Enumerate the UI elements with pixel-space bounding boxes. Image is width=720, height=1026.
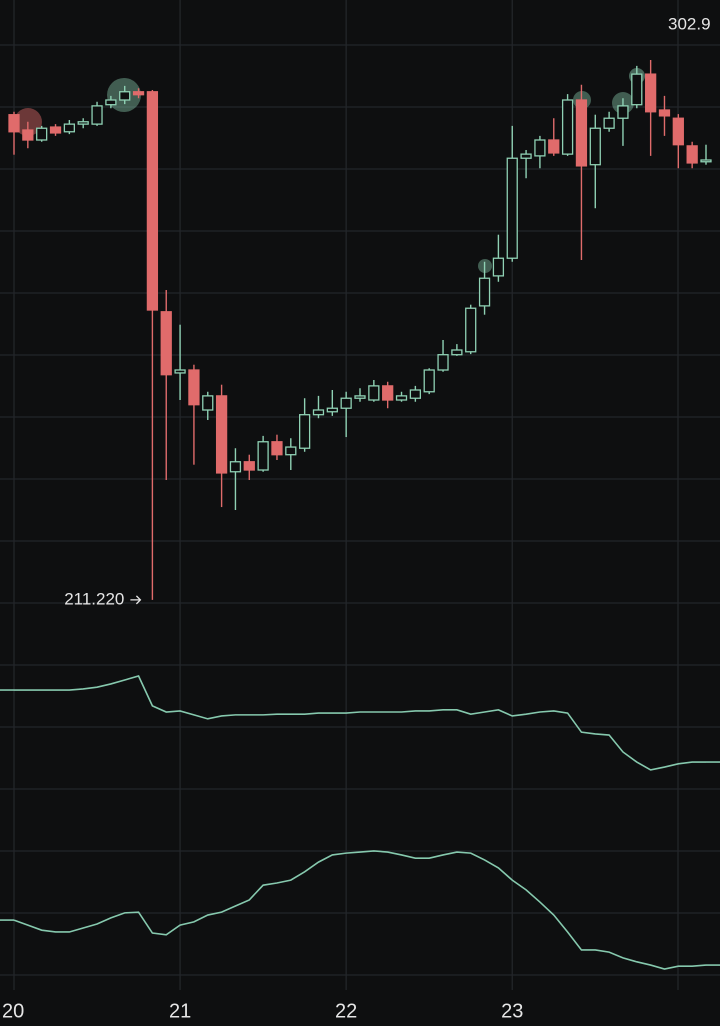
indicator-pane <box>0 675 720 970</box>
candle-body <box>603 117 615 129</box>
grid <box>0 0 720 990</box>
candle-body <box>243 461 255 471</box>
candle-body <box>22 129 34 141</box>
candle-body <box>299 414 311 449</box>
candle-body <box>285 446 297 456</box>
candle-body <box>409 389 421 399</box>
candle-body <box>257 441 269 471</box>
candle-body <box>312 409 325 416</box>
candle-body <box>645 73 657 113</box>
candle-body <box>229 461 242 473</box>
candle-body <box>561 99 574 155</box>
labels: 20 21 22 23 211.220 <box>2 589 523 1022</box>
candle-body <box>215 395 228 474</box>
candle-body <box>132 91 145 96</box>
candle-body <box>63 123 75 133</box>
candle-body <box>382 385 394 401</box>
candle-body <box>492 257 505 277</box>
candle-body <box>686 145 698 164</box>
low-price-label: 211.220 <box>64 589 124 608</box>
candle-body <box>271 441 283 456</box>
x-tick-label: 20 <box>2 1000 24 1022</box>
x-tick-label: 23 <box>501 1000 523 1022</box>
candle-body <box>451 349 463 356</box>
candle-body <box>326 407 338 413</box>
candle-body <box>174 369 186 374</box>
candle-body <box>700 159 712 163</box>
candles <box>8 60 712 600</box>
candle-body <box>465 307 477 353</box>
candle-body <box>188 369 200 406</box>
candle-body <box>340 397 352 409</box>
candle-body <box>8 114 20 133</box>
candle-body <box>437 354 449 371</box>
candle-body <box>146 91 159 311</box>
candle-body <box>49 126 62 134</box>
indicator-line <box>14 675 706 771</box>
candle-body <box>202 395 214 411</box>
candle-body <box>658 109 671 117</box>
candle-body <box>160 311 172 376</box>
x-tick-label: 21 <box>169 1000 191 1022</box>
candle-body <box>631 73 643 106</box>
candle-body <box>368 385 380 401</box>
candle-body <box>395 395 408 401</box>
candle-body <box>548 139 560 154</box>
candle-body <box>534 139 546 157</box>
candle-body <box>520 153 532 159</box>
candle-body <box>119 91 131 101</box>
candle-body <box>589 127 601 166</box>
candle-body <box>36 127 48 141</box>
candle-body <box>617 105 629 119</box>
candle-body <box>672 117 684 146</box>
x-tick-label: 22 <box>335 1000 357 1022</box>
last-price-label: 302.9 <box>668 14 711 33</box>
candle-body <box>77 121 89 125</box>
candle-body <box>575 99 588 167</box>
indicator-line <box>13 850 707 970</box>
arrow <box>130 595 142 605</box>
candle-body <box>478 277 491 307</box>
candle-body <box>354 395 366 399</box>
candle-body <box>105 99 117 106</box>
candle-body <box>506 157 518 259</box>
candle-body <box>423 369 435 393</box>
candle-body <box>91 105 103 125</box>
